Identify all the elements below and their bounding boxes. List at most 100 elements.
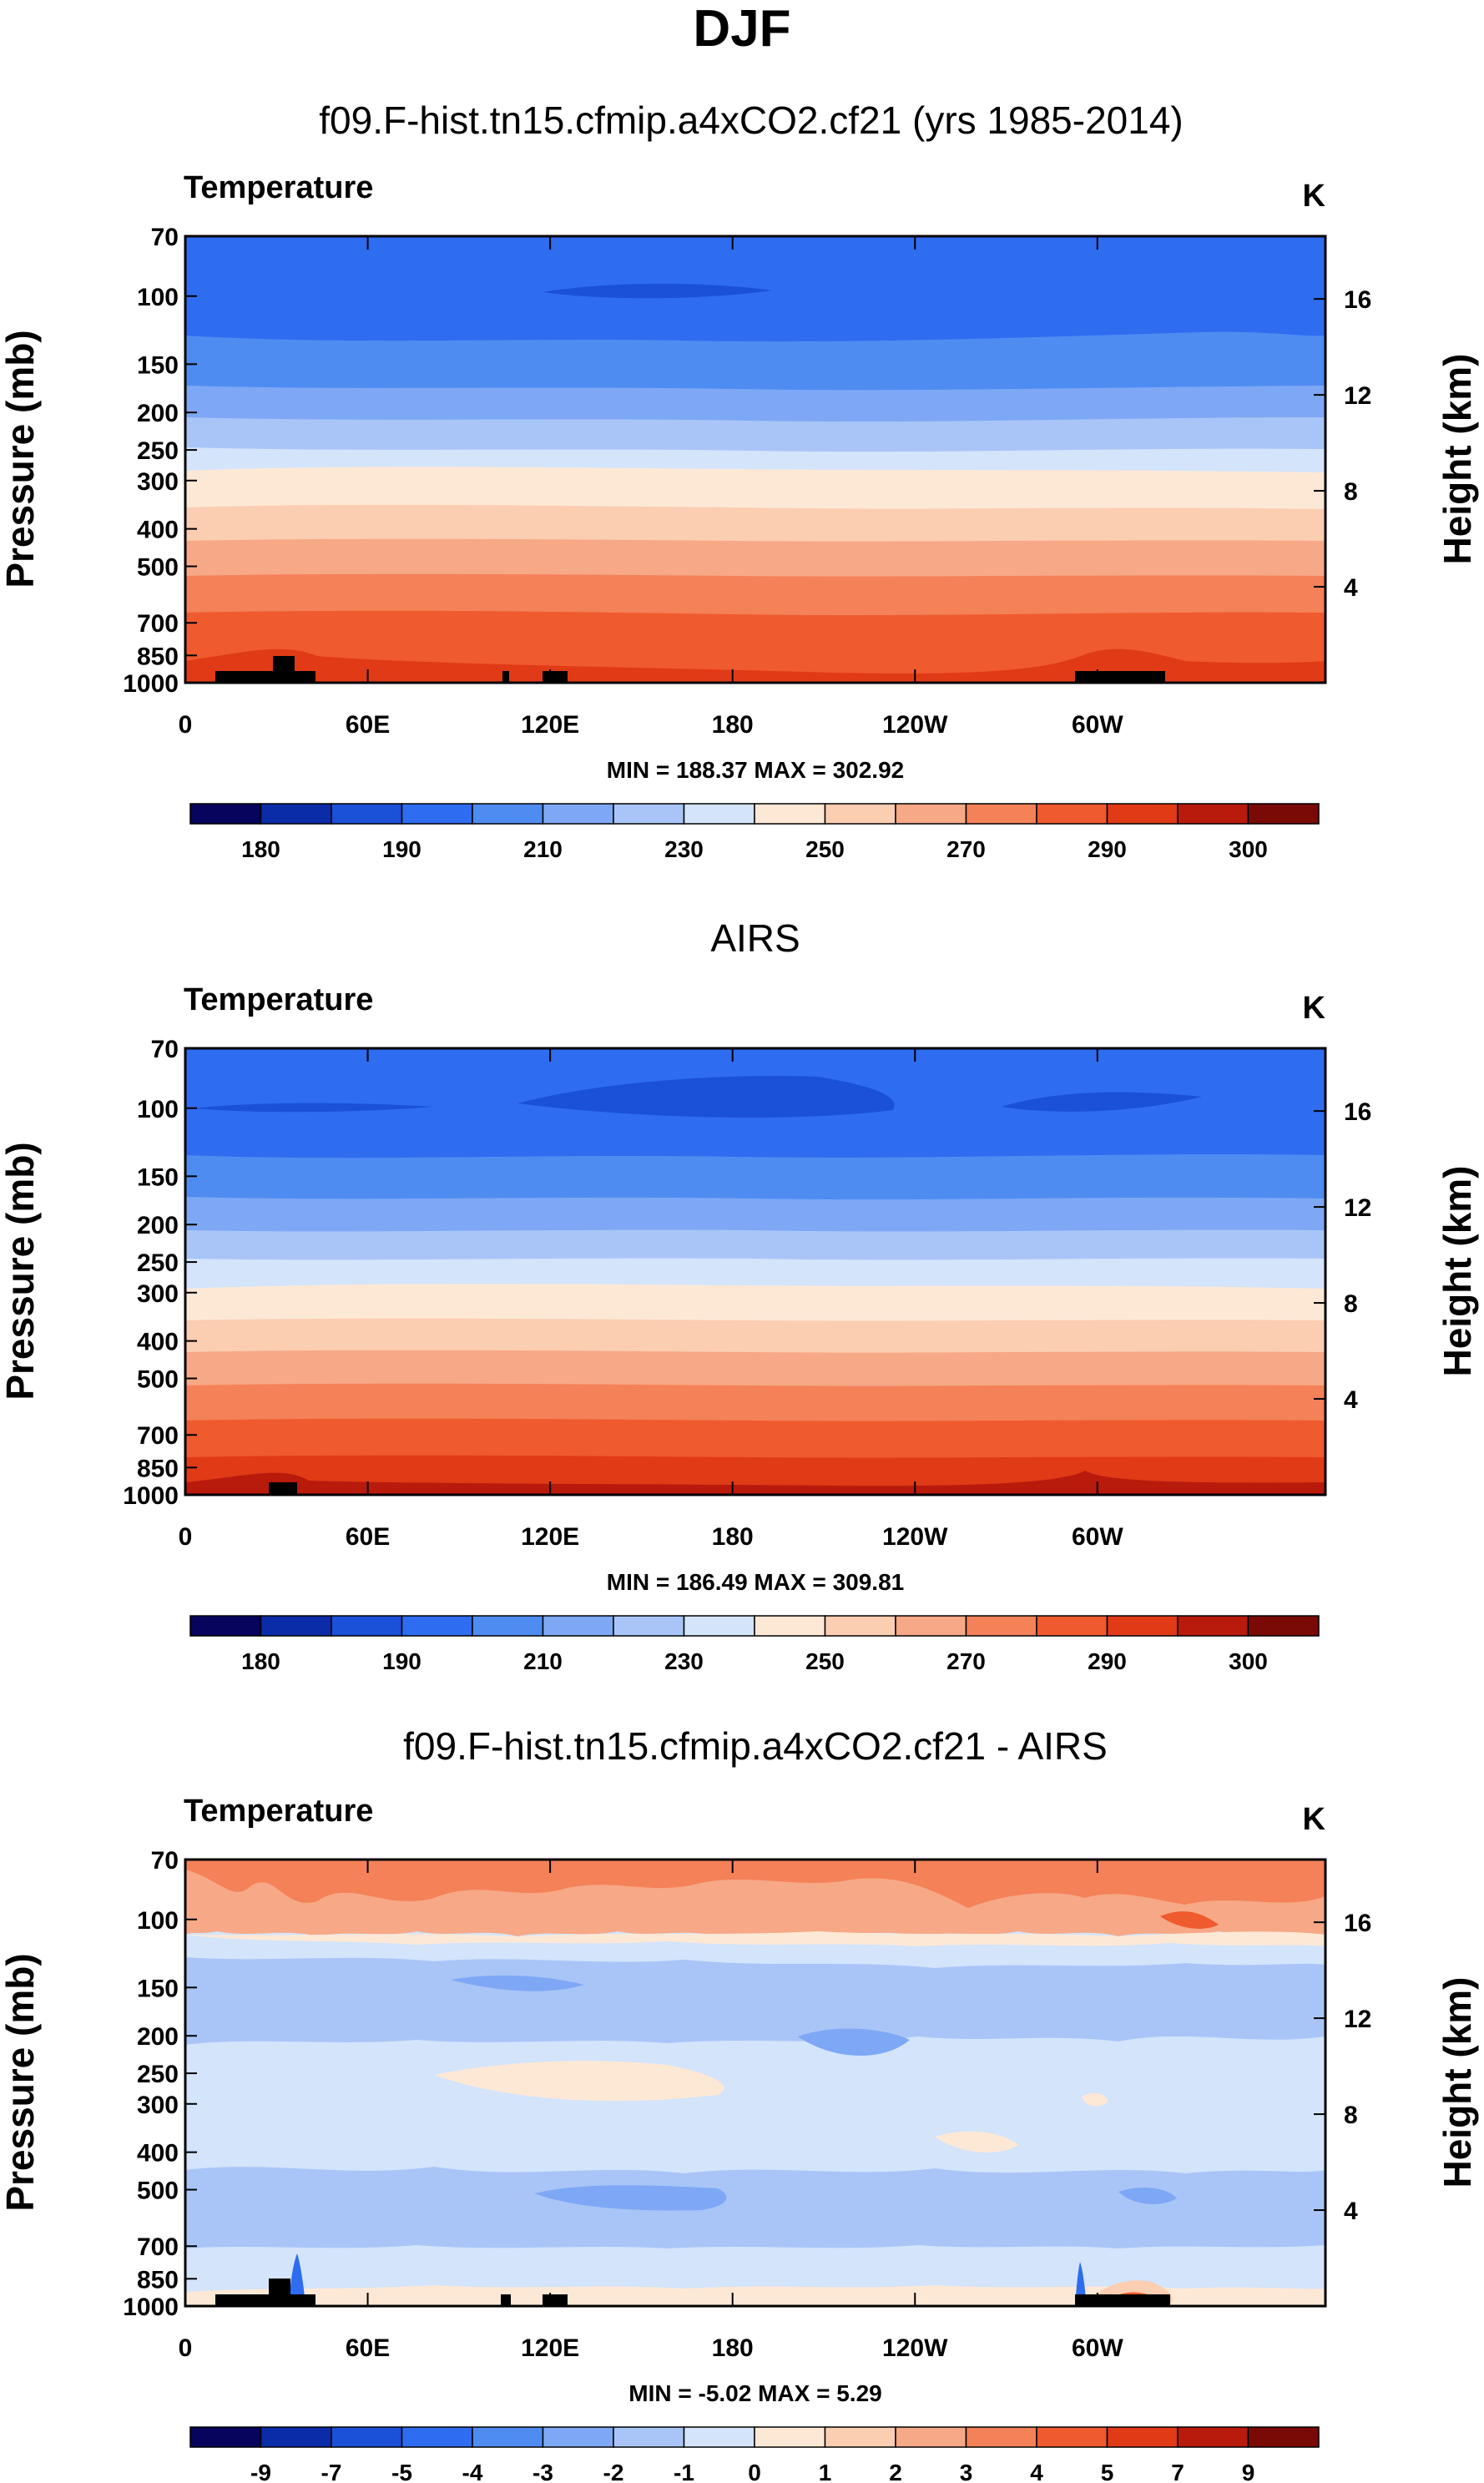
pressure-tick-label: 70 [151, 1036, 179, 1063]
units-label: K [1303, 991, 1326, 1026]
height-axis: 16 12 8 4 [1314, 286, 1371, 602]
longitude-axis: 0 60E 120E 180 120W 60W [179, 1048, 1123, 1551]
y-axis-right-label: Height (km) [1436, 1977, 1479, 2188]
colorbar-swatch [1036, 1615, 1108, 1637]
height-tick-label: 8 [1344, 2102, 1358, 2129]
stats-text: MIN = 186.49 MAX = 309.81 [607, 1569, 904, 1595]
pressure-tick-label: 200 [137, 1212, 179, 1239]
colorbar-label: 2 [889, 2460, 902, 2483]
units-label: K [1303, 179, 1326, 214]
stats-text: MIN = 188.37 MAX = 302.92 [607, 757, 904, 783]
longitude-axis: 0 60E 120E 180 120W 60W [179, 236, 1123, 739]
longitude-tick-label: 120E [521, 1523, 579, 1551]
colorbar-label: 250 [805, 1648, 845, 1674]
contour-bands [185, 283, 1325, 683]
pressure-tick-label: 200 [137, 2023, 179, 2051]
panel-model: f09.F-hist.tn15.cfmip.a4xCO2.cf21 (yrs 1… [0, 98, 1479, 862]
colorbar-swatch [401, 2426, 473, 2448]
colorbar-label: 9 [1242, 2460, 1255, 2483]
band-d-plus1-bottom [185, 2285, 1325, 2306]
colorbar-swatch [1247, 2426, 1320, 2448]
colorbar-swatch [1177, 2426, 1249, 2448]
contour-bands [185, 1076, 1325, 1495]
band-t290 [185, 649, 1325, 683]
variable-label: Temperature [184, 982, 373, 1017]
longitude-tick-label: 60W [1072, 711, 1123, 739]
topo-africa-peak [269, 1482, 297, 1495]
topo-indonesia [543, 671, 568, 683]
longitude-tick-label: 0 [179, 1523, 193, 1551]
height-tick-label: 16 [1344, 1910, 1371, 1937]
longitude-tick-label: 120W [882, 2334, 948, 2362]
colorbar-label: -5 [391, 2460, 412, 2483]
topo-andes [1075, 2294, 1170, 2306]
y-axis-left-label: Pressure (mb) [0, 1953, 42, 2211]
y-axis-right-label: Height (km) [1436, 354, 1479, 565]
colorbar-swatch [895, 1615, 967, 1637]
colorbar-swatch [613, 803, 685, 825]
pressure-tick-label: 100 [137, 1096, 179, 1123]
longitude-tick-label: 60E [346, 2334, 390, 2362]
colorbar-label: 290 [1088, 836, 1127, 862]
topography [215, 2279, 1170, 2306]
figure-title: DJF [693, 0, 790, 58]
band-d-minus2 [451, 1975, 584, 1991]
y-axis-left-label: Pressure (mb) [0, 1142, 42, 1400]
colorbar-swatch [1106, 1615, 1179, 1637]
pressure-tick-label: 700 [137, 1422, 179, 1450]
pressure-tick-label: 300 [137, 1280, 179, 1308]
pressure-tick-label: 850 [137, 643, 179, 670]
plot-area [184, 1047, 1327, 1496]
topo-africa-peak [269, 2279, 290, 2295]
topo-africa [215, 2294, 315, 2306]
panel-difference: f09.F-hist.tn15.cfmip.a4xCO2.cf21 - AIRS… [0, 1724, 1479, 2483]
band-d-plus4 [185, 1860, 1325, 1908]
y-axis-left-label: Pressure (mb) [0, 330, 42, 588]
topo-tibet [501, 2294, 511, 2306]
colorbar-swatch [683, 803, 755, 825]
plot-frame [184, 1047, 1327, 1496]
pressure-tick-label: 500 [137, 1366, 179, 1394]
colorbar-swatch [1247, 1615, 1320, 1637]
colorbar-label: 180 [241, 1648, 280, 1674]
colorbar-label: 4 [1030, 2460, 1043, 2483]
colorbar-label: -3 [533, 2460, 553, 2483]
colorbar-label: 7 [1171, 2460, 1184, 2483]
colorbar-swatch [401, 803, 473, 825]
colorbar-label: 0 [748, 2460, 761, 2483]
colorbar-swatch [189, 803, 262, 825]
pressure-tick-label: 1000 [123, 1482, 179, 1510]
colorbar: 180 190 210 230 250 270 290 300 [189, 803, 1320, 862]
longitude-tick-label: 60E [346, 711, 390, 739]
colorbar-label: -4 [462, 2460, 483, 2483]
colorbar-swatch [472, 2426, 544, 2448]
colorbar-label: 180 [241, 836, 280, 862]
colorbar-label: 190 [382, 1648, 421, 1674]
longitude-tick-label: 180 [712, 2334, 754, 2362]
height-tick-label: 4 [1344, 1386, 1358, 1414]
colorbar-swatch [754, 1615, 826, 1637]
pressure-tick-label: 500 [137, 2178, 179, 2205]
colorbar-swatch [542, 1615, 614, 1637]
pressure-tick-label: 250 [137, 2061, 179, 2088]
colorbar-swatch [1106, 803, 1179, 825]
panel-title: f09.F-hist.tn15.cfmip.a4xCO2.cf21 (yrs 1… [319, 98, 1183, 142]
pressure-tick-label: 1000 [123, 2294, 179, 2321]
pressure-tick-label: 700 [137, 2233, 179, 2261]
colorbar-swatch [331, 2426, 403, 2448]
colorbar-swatch [824, 1615, 896, 1637]
longitude-tick-label: 120W [882, 1523, 948, 1551]
band-d-plus5 [1160, 1911, 1219, 1929]
colorbar-swatch [542, 2426, 614, 2448]
colorbar-label: -1 [674, 2460, 694, 2483]
colorbar-swatch [189, 1615, 262, 1637]
colorbar-swatch [1106, 2426, 1179, 2448]
band-d-minus2b [798, 2028, 910, 2057]
band-t190-cold-core-b [517, 1076, 895, 1118]
variable-label: Temperature [184, 1794, 373, 1829]
colorbar-swatch [895, 2426, 967, 2448]
panel-title: AIRS [710, 916, 800, 960]
height-tick-label: 16 [1344, 1098, 1371, 1126]
